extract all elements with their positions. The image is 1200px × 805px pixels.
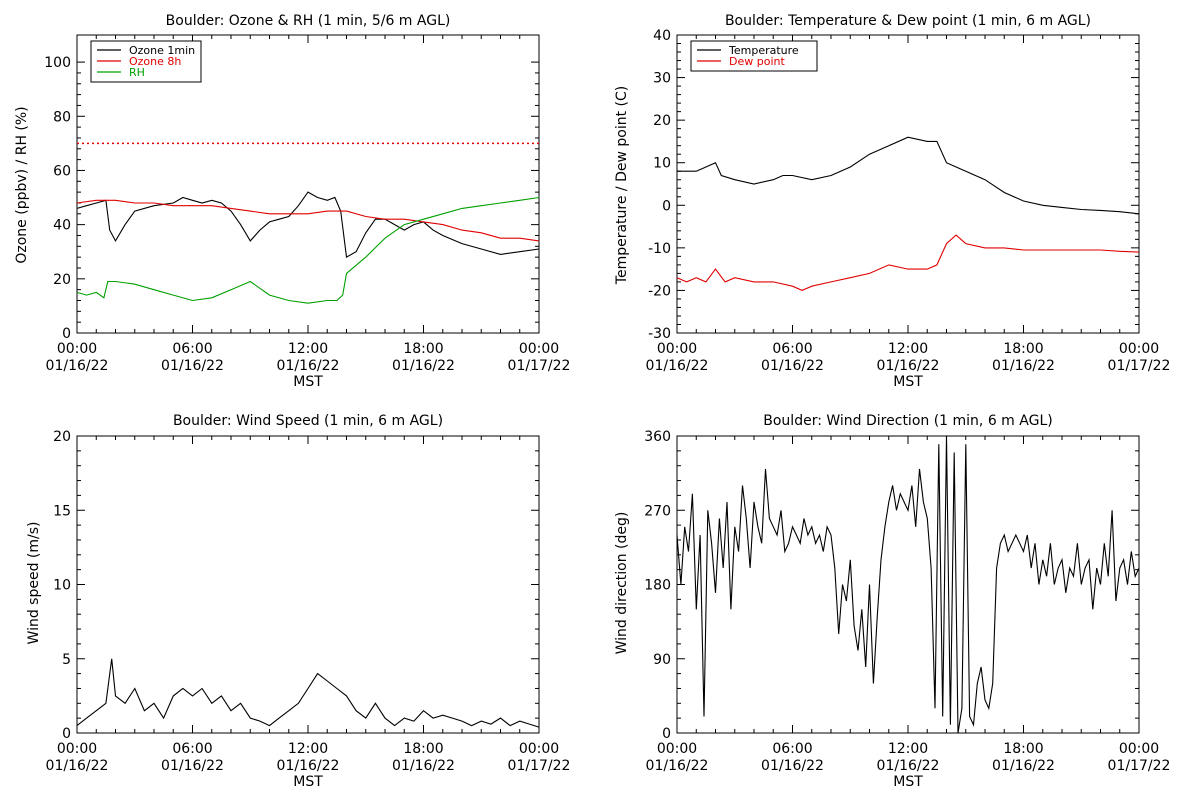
x-tick-label-time: 06:00 <box>172 341 212 357</box>
x-tick-label-date: 01/16/22 <box>392 358 455 374</box>
y-tick-label: 360 <box>644 429 671 445</box>
y-tick-label: 90 <box>653 652 671 668</box>
panel-ozone-rh: Boulder: Ozone & RH (1 min, 5/6 m AGL) O… <box>14 13 570 390</box>
x-tick-label-time: 12:00 <box>288 741 328 757</box>
y-tick-label: 15 <box>53 503 71 519</box>
legend-label: Ozone 8h <box>129 55 181 68</box>
y-axis-label: Temperature / Dew point (C) <box>614 86 630 285</box>
legend-label: Temperature <box>728 44 799 57</box>
x-tick-label-date: 01/16/22 <box>161 358 224 374</box>
x-tick-label-time: 00:00 <box>519 341 559 357</box>
y-tick-label: -20 <box>648 283 671 299</box>
x-tick-label-date: 01/16/22 <box>877 758 940 774</box>
y-axis-label: Wind speed (m/s) <box>26 522 42 645</box>
legend-label: RH <box>129 66 145 79</box>
x-tick-label-time: 18:00 <box>1003 341 1043 357</box>
x-axis-label: MST <box>893 774 923 790</box>
y-tick-label: 0 <box>662 198 671 214</box>
panel-title: Boulder: Wind Direction (1 min, 6 m AGL) <box>763 413 1052 429</box>
x-tick-label-time: 06:00 <box>772 741 812 757</box>
y-tick-label: 20 <box>53 272 71 288</box>
y-tick-label: 40 <box>653 28 671 44</box>
y-tick-label: 0 <box>662 726 671 742</box>
panel-wind-speed: Boulder: Wind Speed (1 min, 6 m AGL) Win… <box>26 413 570 790</box>
panel-temperature-dewpoint: Boulder: Temperature & Dew point (1 min,… <box>614 13 1170 390</box>
x-tick-label-date: 01/17/22 <box>1108 358 1171 374</box>
x-tick-label-time: 00:00 <box>519 741 559 757</box>
y-tick-label: -30 <box>648 326 671 342</box>
x-tick-label-date: 01/17/22 <box>508 758 571 774</box>
x-tick-label-date: 01/16/22 <box>992 358 1055 374</box>
y-tick-label: -10 <box>648 241 671 257</box>
series-line-dew-point <box>676 234 1140 291</box>
x-tick-label-date: 01/16/22 <box>161 758 224 774</box>
panel-title: Boulder: Temperature & Dew point (1 min,… <box>725 13 1091 29</box>
x-tick-label-time: 12:00 <box>888 741 928 757</box>
x-tick-label-time: 00:00 <box>1119 341 1159 357</box>
x-tick-label-time: 00:00 <box>57 341 97 357</box>
x-tick-label-date: 01/16/22 <box>992 758 1055 774</box>
series-line-data <box>676 435 1140 734</box>
series-line-data <box>76 658 540 728</box>
x-axis-label: MST <box>293 374 323 390</box>
x-tick-label-time: 18:00 <box>1003 741 1043 757</box>
legend-label: Dew point <box>729 55 785 68</box>
x-tick-label-time: 00:00 <box>657 341 697 357</box>
y-tick-label: 40 <box>53 218 71 234</box>
x-tick-label-date: 01/17/22 <box>508 358 571 374</box>
x-tick-label-date: 01/16/22 <box>46 758 109 774</box>
x-tick-label-time: 00:00 <box>1119 741 1159 757</box>
panel-wind-direction: Boulder: Wind Direction (1 min, 6 m AGL)… <box>614 413 1170 790</box>
x-axis-label: MST <box>293 774 323 790</box>
x-tick-label-date: 01/16/22 <box>761 758 824 774</box>
plot-frame <box>676 34 1140 334</box>
x-tick-label-date: 01/16/22 <box>392 758 455 774</box>
y-axis-label: Ozone (ppbv) / RH (%) <box>14 106 30 263</box>
x-tick-label-date: 01/16/22 <box>277 358 340 374</box>
legend-label: Ozone 1min <box>129 44 195 57</box>
y-tick-label: 0 <box>62 326 71 342</box>
x-tick-label-date: 01/16/22 <box>46 358 109 374</box>
series-line-temperature <box>677 136 1140 215</box>
panel-title: Boulder: Ozone & RH (1 min, 5/6 m AGL) <box>166 13 451 29</box>
plot-frame <box>676 435 1140 734</box>
x-tick-label-time: 12:00 <box>888 341 928 357</box>
series-line-rh <box>76 196 540 304</box>
x-tick-label-date: 01/16/22 <box>877 358 940 374</box>
series-line-ozone-1min <box>76 191 540 258</box>
y-tick-label: 30 <box>653 71 671 87</box>
x-tick-label-date: 01/16/22 <box>277 758 340 774</box>
x-tick-label-time: 06:00 <box>772 341 812 357</box>
y-tick-label: 10 <box>53 578 71 594</box>
y-tick-label: 100 <box>44 55 71 71</box>
x-tick-label-time: 18:00 <box>403 741 443 757</box>
x-tick-label-time: 12:00 <box>288 341 328 357</box>
x-tick-label-date: 01/17/22 <box>1108 758 1171 774</box>
y-axis-label: Wind direction (deg) <box>614 512 630 655</box>
x-tick-label-time: 00:00 <box>57 741 97 757</box>
legend-box <box>690 40 818 72</box>
y-tick-label: 0 <box>62 726 71 742</box>
y-tick-label: 270 <box>644 503 671 519</box>
x-tick-label-date: 01/16/22 <box>646 758 709 774</box>
y-tick-label: 20 <box>653 113 671 129</box>
y-tick-label: 5 <box>62 652 71 668</box>
panel-title: Boulder: Wind Speed (1 min, 6 m AGL) <box>173 413 443 429</box>
x-tick-label-date: 01/16/22 <box>761 358 824 374</box>
x-tick-label-date: 01/16/22 <box>646 358 709 374</box>
x-tick-label-time: 18:00 <box>403 341 443 357</box>
y-tick-label: 20 <box>53 429 71 445</box>
x-tick-label-time: 00:00 <box>657 741 697 757</box>
y-tick-label: 60 <box>53 163 71 179</box>
x-axis-label: MST <box>893 374 923 390</box>
series-line-ozone-8h <box>76 199 540 242</box>
y-tick-label: 180 <box>644 578 671 594</box>
y-tick-label: 10 <box>653 156 671 172</box>
x-tick-label-time: 06:00 <box>172 741 212 757</box>
y-tick-label: 80 <box>53 109 71 125</box>
